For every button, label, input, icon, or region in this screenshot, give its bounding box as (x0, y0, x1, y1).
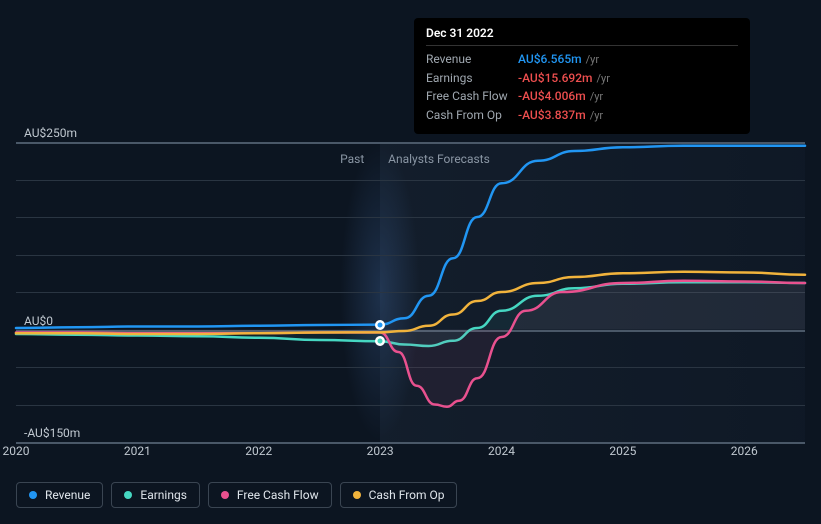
legend-label: Cash From Op (369, 488, 445, 502)
legend-item-cfo[interactable]: Cash From Op (340, 482, 458, 508)
series-svg (16, 142, 805, 442)
legend-label: Free Cash Flow (237, 488, 319, 502)
legend-item-earnings[interactable]: Earnings (111, 482, 200, 508)
financial-forecast-chart: AU$250mAU$0-AU$150m Past Analysts Foreca… (16, 0, 805, 524)
x-axis: 2020202120222023202420252026 (16, 444, 805, 464)
x-axis-tick: 2025 (609, 444, 636, 458)
tooltip-row: Cash From Op-AU$3.837m/yr (426, 106, 738, 125)
tooltip-row: RevenueAU$6.565m/yr (426, 50, 738, 69)
x-axis-tick: 2022 (245, 444, 272, 458)
legend-dot-icon (29, 491, 37, 499)
tooltip-metric-value: -AU$15.692m (518, 69, 593, 87)
revenue-marker (375, 320, 385, 330)
tooltip-metric-label: Free Cash Flow (426, 87, 518, 105)
earnings-marker (375, 336, 385, 346)
tooltip-metric-label: Earnings (426, 69, 518, 87)
tooltip-metric-label: Cash From Op (426, 106, 518, 124)
legend: Revenue Earnings Free Cash Flow Cash From O… (16, 482, 457, 508)
x-axis-tick: 2023 (367, 444, 394, 458)
past-zone-label: Past (340, 152, 364, 166)
legend-item-fcf[interactable]: Free Cash Flow (208, 482, 332, 508)
tooltip-date: Dec 31 2022 (426, 26, 738, 46)
tooltip: Dec 31 2022 RevenueAU$6.565m/yrEarnings-… (414, 18, 750, 134)
legend-item-revenue[interactable]: Revenue (16, 482, 103, 508)
legend-dot-icon (353, 491, 361, 499)
tooltip-rows: RevenueAU$6.565m/yrEarnings-AU$15.692m/y… (426, 50, 738, 124)
tooltip-metric-value: AU$6.565m (518, 50, 582, 68)
tooltip-metric-value: -AU$3.837m (518, 106, 586, 124)
tooltip-metric-unit: /yr (590, 89, 603, 106)
x-axis-tick: 2020 (3, 444, 30, 458)
legend-dot-icon (221, 491, 229, 499)
forecast-zone-label: Analysts Forecasts (388, 152, 490, 166)
legend-label: Revenue (45, 488, 90, 502)
tooltip-metric-unit: /yr (597, 71, 610, 88)
tooltip-row: Earnings-AU$15.692m/yr (426, 69, 738, 88)
legend-dot-icon (124, 491, 132, 499)
tooltip-metric-label: Revenue (426, 50, 518, 68)
tooltip-metric-unit: /yr (586, 52, 599, 69)
legend-label: Earnings (140, 488, 187, 502)
fcf-area (16, 281, 805, 407)
x-axis-tick: 2026 (731, 444, 758, 458)
plot-area[interactable]: AU$250mAU$0-AU$150m Past Analysts Foreca… (16, 142, 805, 442)
x-axis-tick: 2021 (124, 444, 151, 458)
y-axis-label: AU$250m (24, 126, 77, 140)
tooltip-metric-value: -AU$4.006m (518, 87, 586, 105)
x-axis-tick: 2024 (488, 444, 515, 458)
tooltip-metric-unit: /yr (590, 108, 603, 125)
tooltip-row: Free Cash Flow-AU$4.006m/yr (426, 87, 738, 106)
